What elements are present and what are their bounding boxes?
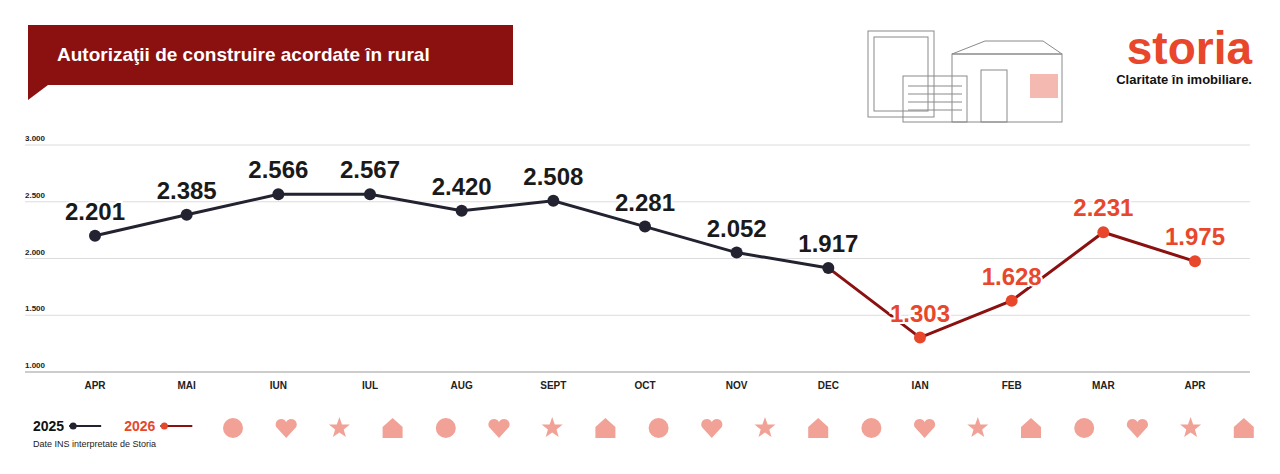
series-line [828,232,1195,337]
icon [276,419,297,438]
chart: Autorizaţii de construire acordate în ru… [0,0,1280,474]
icon [542,417,563,437]
illustration-part [874,37,928,111]
y-tick-label: 2.500 [25,191,46,200]
y-tick-label: 3.000 [25,134,46,143]
illustration-part [952,54,1062,122]
grid-line [25,372,1250,373]
icon [436,418,456,438]
icon [329,417,350,437]
grid-line [25,315,1250,316]
data-label: 1.975 [1165,223,1225,250]
illustration-part [868,31,934,117]
icon [701,419,722,438]
data-label: 2.566 [248,156,308,183]
data-point [1097,226,1109,238]
y-tick-label: 2.000 [25,248,46,257]
x-tick-label: DEC [818,380,839,391]
data-label: 2.201 [65,198,125,225]
icon [1021,418,1041,438]
data-point [89,230,101,242]
icon [383,418,403,438]
y-axis [50,145,51,372]
illustration-part [903,76,967,122]
icon [967,417,988,437]
source: Date INS interpretate de Storia [33,439,156,449]
x-tick-label: APR [1184,380,1206,391]
data-point [1189,255,1201,267]
icon [223,418,243,438]
icon [649,418,669,438]
data-point [272,188,284,200]
icon-row [223,417,1254,438]
illustration-part [981,70,1007,122]
icon [1234,418,1254,438]
icon [1127,419,1148,438]
icon [488,419,509,438]
illustration [868,31,1062,122]
icon [1074,418,1094,438]
marks [89,188,1201,343]
data-label: 2.567 [340,156,400,183]
x-tick-label: SEPT [540,380,566,391]
icon [808,418,828,438]
x-tick-label: OCT [634,380,655,391]
icon [914,419,935,438]
legend: 2025 2026 [33,418,192,434]
y-tick-label: 1.500 [25,304,46,313]
data-label: 1.628 [982,263,1042,290]
icon [861,418,881,438]
data-point [1006,295,1018,307]
x-tick-label: NOV [726,380,748,391]
data-point [822,262,834,274]
series-line [95,194,828,268]
x-tick-label: IAN [911,380,928,391]
data-label: 2.385 [157,177,217,204]
data-point [639,221,651,233]
x-tick-label: AUG [451,380,473,391]
data-label: 1.303 [890,300,950,327]
grid-line [25,145,1250,146]
illustration-part [952,41,1062,54]
data-labels: 1.303 1.628 2.231 1.975 2.201 2.385 2.566 2.567… [65,156,1225,326]
x-tick-label: MAR [1092,380,1116,391]
brand-tagline: Claritate în imobiliare. [1116,72,1252,87]
legend-key [70,423,77,430]
legend-key [161,423,168,430]
data-point [731,247,743,259]
legend-label: 2026 [124,418,155,434]
data-label: 2.052 [707,215,767,242]
x-tick-label: IUL [362,380,378,391]
data-label: 2.281 [615,189,675,216]
data-label: 1.917 [798,230,858,257]
icon [755,417,776,437]
x-tick-label: APR [84,380,106,391]
data-point [181,209,193,221]
data-label: 2.420 [432,173,492,200]
illustration-part [1030,74,1058,98]
brand-name: storia [1127,22,1253,74]
icon [595,418,615,438]
title: Autorizaţii de construire acordate în ru… [57,44,430,65]
data-point [456,205,468,217]
illustration-part [908,86,962,110]
icon [1180,417,1201,437]
data-label: 2.231 [1073,194,1133,221]
data-point [547,195,559,207]
data-label: 2.508 [523,163,583,190]
legend-label: 2025 [33,418,64,434]
title-banner [28,25,513,100]
data-point [364,188,376,200]
x-tick-label: IUN [270,380,287,391]
x-tick-label: FEB [1002,380,1022,391]
grid [25,145,1250,372]
x-tick-label: MAI [177,380,196,391]
y-tick-label: 1.000 [25,361,46,370]
data-point [914,332,926,344]
